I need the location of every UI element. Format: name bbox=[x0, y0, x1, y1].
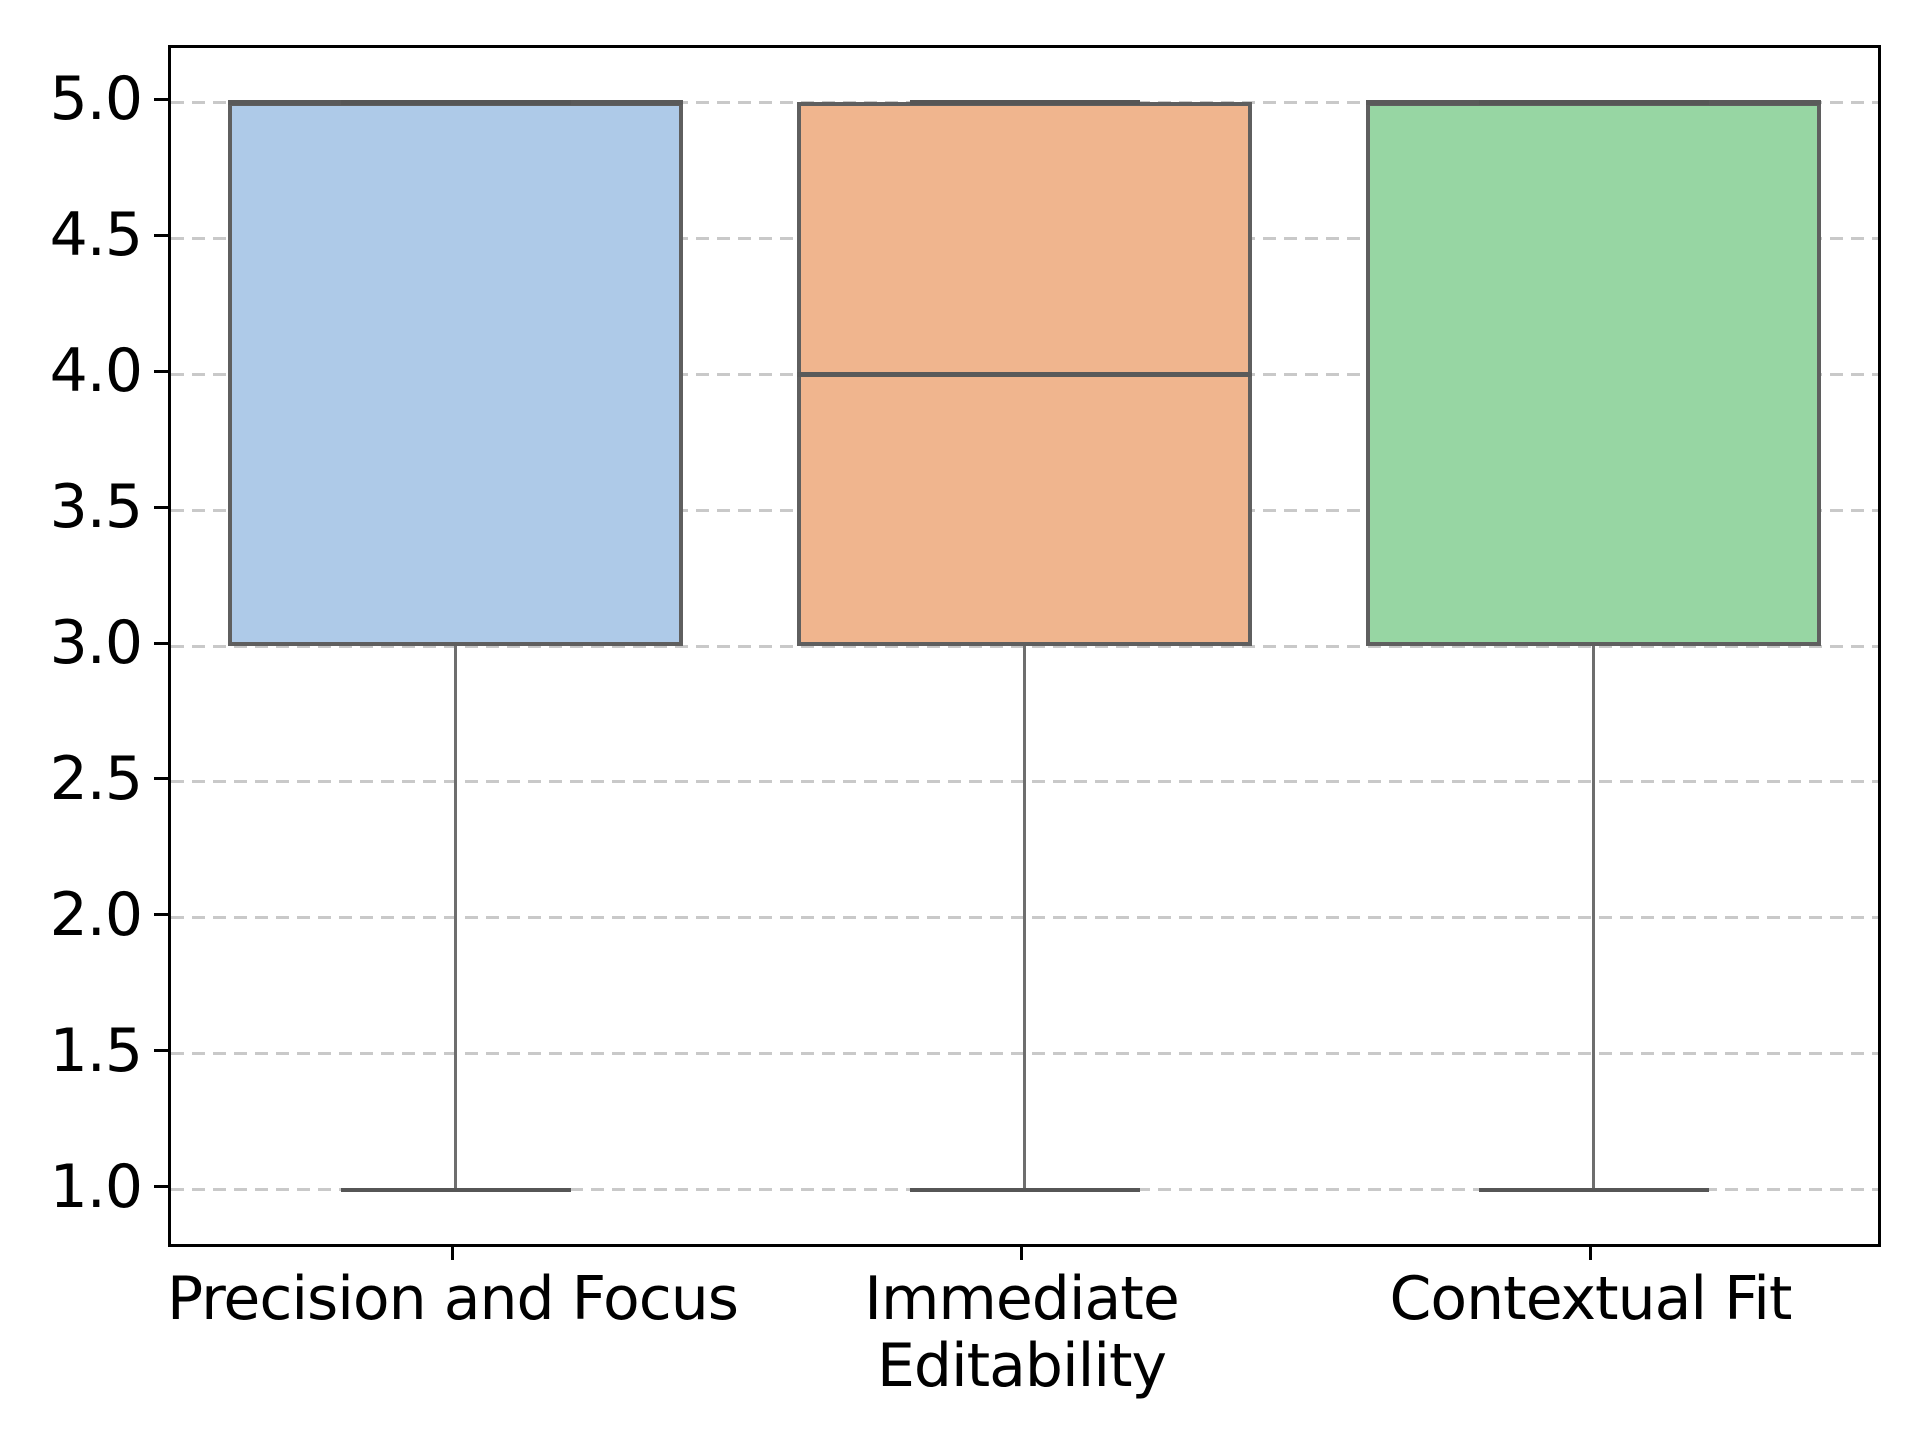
y-tick-label: 1.0 bbox=[49, 1151, 143, 1222]
y-tick-label: 2.0 bbox=[49, 879, 143, 950]
whisker-cap-low bbox=[1478, 1187, 1709, 1192]
x-tick-mark bbox=[451, 1244, 454, 1260]
y-tick-mark bbox=[154, 641, 170, 645]
y-tick-mark bbox=[154, 1049, 170, 1053]
box bbox=[228, 102, 683, 646]
y-tick-mark bbox=[154, 233, 170, 237]
y-tick-label: 4.0 bbox=[49, 336, 143, 407]
whisker bbox=[454, 646, 457, 1190]
x-tick-label: Immediate Editability bbox=[864, 1264, 1179, 1401]
whisker-cap-high bbox=[340, 99, 571, 105]
y-tick-mark bbox=[154, 1185, 170, 1189]
whisker-cap-high bbox=[1478, 99, 1709, 105]
y-tick-label: 4.5 bbox=[49, 200, 143, 271]
whisker-cap-low bbox=[909, 1187, 1140, 1192]
x-tick-label: Contextual Fit bbox=[1389, 1264, 1793, 1334]
x-tick-mark bbox=[1589, 1244, 1592, 1260]
y-tick-mark bbox=[154, 777, 170, 781]
whisker bbox=[1023, 646, 1026, 1190]
y-tick-mark bbox=[154, 369, 170, 373]
y-tick-label: 5.0 bbox=[49, 64, 143, 135]
x-tick-label: Precision and Focus bbox=[166, 1264, 739, 1334]
whisker-cap-high bbox=[909, 99, 1140, 105]
y-tick-mark bbox=[154, 97, 170, 101]
whisker-cap-low bbox=[340, 1187, 571, 1192]
y-tick-mark bbox=[154, 505, 170, 509]
box-median bbox=[797, 371, 1252, 377]
whisker bbox=[1592, 646, 1595, 1190]
y-tick-label: 2.5 bbox=[49, 743, 143, 814]
x-tick-mark bbox=[1020, 1244, 1023, 1260]
y-tick-label: 1.5 bbox=[49, 1015, 143, 1086]
plot-area bbox=[168, 45, 1881, 1247]
y-tick-label: 3.0 bbox=[49, 608, 143, 678]
box bbox=[1366, 102, 1821, 646]
y-tick-label: 3.5 bbox=[49, 472, 143, 543]
y-tick-mark bbox=[154, 913, 170, 917]
